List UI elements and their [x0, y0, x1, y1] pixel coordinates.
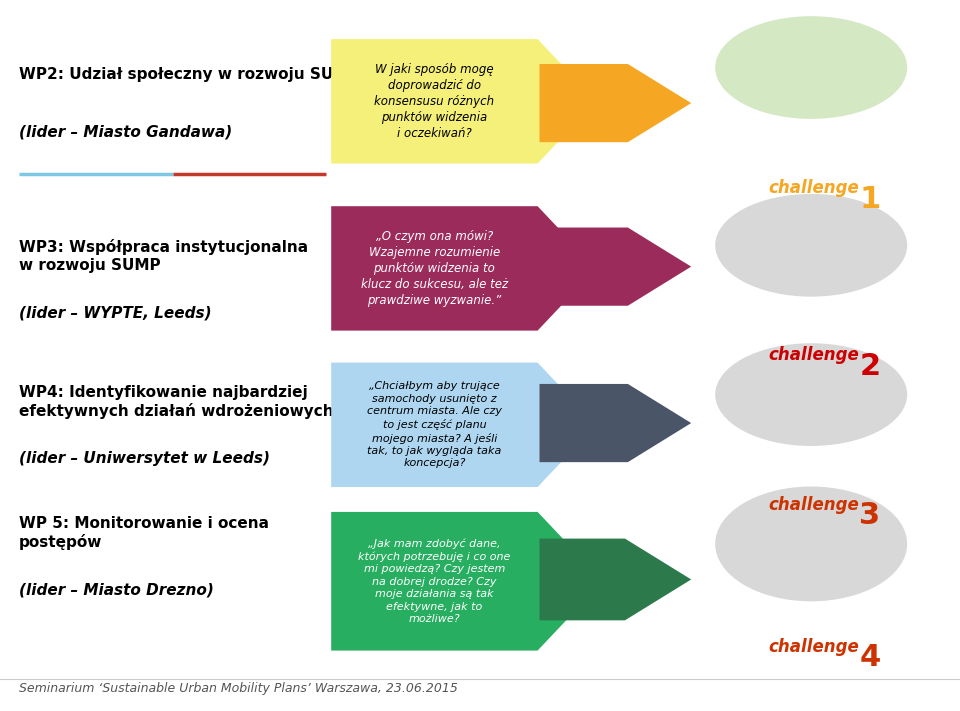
Text: 1: 1: [859, 185, 880, 213]
Polygon shape: [331, 39, 596, 164]
Polygon shape: [331, 363, 596, 487]
Text: W jaki sposób mogę
doprowadzić do
konsensusu różnych
punktów widzenia
i oczekiwa: W jaki sposób mogę doprowadzić do konsen…: [374, 63, 494, 140]
Text: (lider – Uniwersytet w Leeds): (lider – Uniwersytet w Leeds): [19, 451, 270, 466]
Text: „Chciałbym aby trujące
samochody usunięto z
centrum miasta. Ale czy
to jest częś: „Chciałbym aby trujące samochody usunięt…: [367, 381, 502, 469]
Text: „O czym ona mówi?
Wzajemne rozumienie
punktów widzenia to
klucz do sukcesu, ale : „O czym ona mówi? Wzajemne rozumienie pu…: [361, 230, 508, 307]
Ellipse shape: [715, 194, 907, 296]
Text: 4: 4: [859, 643, 880, 672]
Ellipse shape: [715, 343, 907, 446]
Text: (lider – Miasto Gandawa): (lider – Miasto Gandawa): [19, 124, 232, 139]
Text: challenge: challenge: [768, 179, 859, 198]
Text: 3: 3: [859, 501, 880, 530]
Text: (lider – WYPTE, Leeds): (lider – WYPTE, Leeds): [19, 305, 212, 321]
Polygon shape: [540, 228, 691, 306]
Ellipse shape: [715, 16, 907, 119]
Text: WP4: Identyfikowanie najbardziej
efektywnych działań wdrożeniowych: WP4: Identyfikowanie najbardziej efektyw…: [19, 385, 334, 419]
Text: Seminarium ‘Sustainable Urban Mobility Plans’ Warszawa, 23.06.2015: Seminarium ‘Sustainable Urban Mobility P…: [19, 683, 458, 695]
Polygon shape: [540, 384, 691, 462]
Text: 2: 2: [859, 352, 880, 380]
Text: WP3: Współpraca instytucjonalna
w rozwoju SUMP: WP3: Współpraca instytucjonalna w rozwoj…: [19, 240, 308, 272]
Polygon shape: [540, 64, 691, 142]
Text: „Jak mam zdobyć dane,
których potrzebuję i co one
mi powiedzą? Czy jestem
na dob: „Jak mam zdobyć dane, których potrzebuję…: [358, 538, 511, 624]
Polygon shape: [540, 539, 691, 620]
Polygon shape: [331, 512, 603, 651]
Ellipse shape: [715, 486, 907, 602]
Text: WP 5: Monitorowanie i ocena
postępów: WP 5: Monitorowanie i ocena postępów: [19, 516, 269, 550]
Text: WP2: Udział społeczny w rozwoju SUMP: WP2: Udział społeczny w rozwoju SUMP: [19, 67, 360, 82]
Text: challenge: challenge: [768, 346, 859, 365]
Text: challenge: challenge: [768, 496, 859, 514]
Polygon shape: [331, 206, 596, 331]
Text: (lider – Miasto Drezno): (lider – Miasto Drezno): [19, 582, 214, 598]
Text: challenge: challenge: [768, 638, 859, 656]
